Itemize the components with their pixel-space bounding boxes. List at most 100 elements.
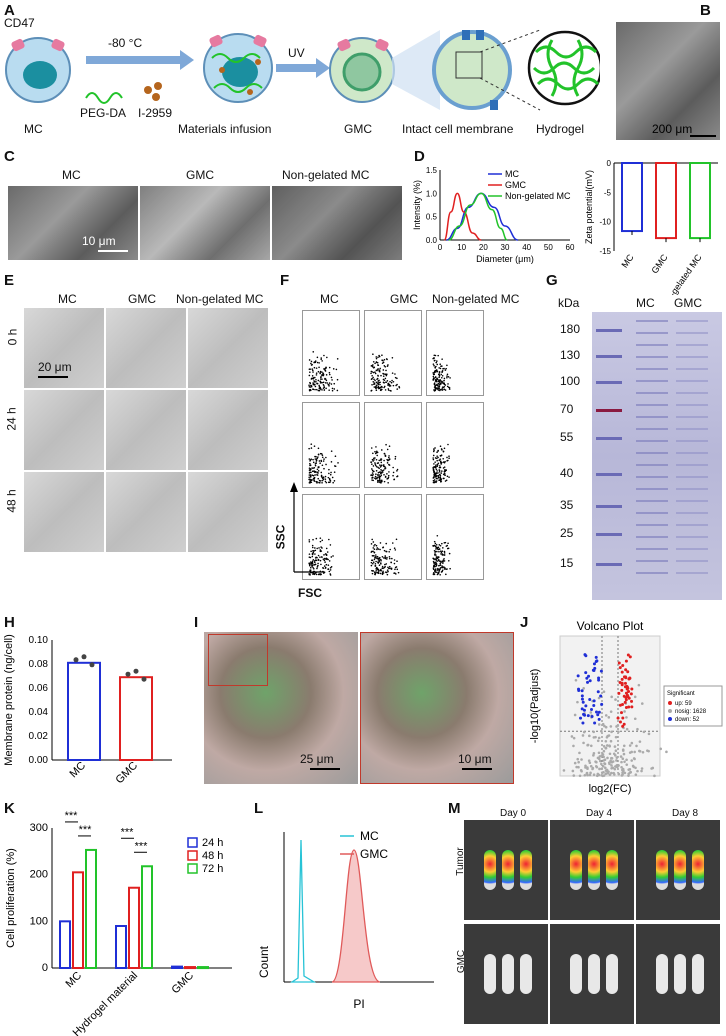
f-flow-plot	[426, 310, 484, 396]
d-legend-label: MC	[505, 169, 519, 179]
d-xtick: 10	[457, 243, 466, 252]
m-ivis-image	[550, 924, 634, 1024]
g-mc-band	[636, 320, 668, 322]
panel-c-label: C	[4, 148, 15, 165]
g-mc-band	[636, 416, 668, 418]
e-brightfield-image	[106, 472, 186, 552]
panel-a-label: A	[4, 2, 15, 19]
hydrogel-zoom	[527, 30, 600, 106]
g-gmc-band	[676, 344, 708, 346]
h-bar	[119, 676, 153, 762]
j-volcano-plot: Volcano Plot Significant up: 59 nosig: 1628…	[529, 619, 723, 795]
k-bar	[128, 886, 140, 969]
c-scale-label: 10 μm	[82, 234, 116, 248]
g-ladder-band	[596, 505, 622, 508]
g-ladder-band	[596, 329, 622, 332]
d-xtick: 40	[522, 243, 531, 252]
g-lane-gmc: GMC	[674, 296, 702, 310]
h-point	[141, 676, 147, 682]
m-row-tumor: Tumor	[454, 847, 466, 876]
k-legend-swatch	[187, 863, 198, 874]
m-mouse	[570, 954, 582, 994]
i-scale2-bar	[462, 768, 492, 770]
m-mouse	[588, 954, 600, 994]
m-mouse	[656, 954, 668, 994]
k-ytick: 100	[30, 915, 48, 927]
g-marker-label: 40	[560, 466, 574, 480]
m-mouse	[674, 850, 686, 890]
e-row-0h: 0 h	[5, 328, 20, 346]
i-scale2-label: 10 μm	[458, 752, 492, 766]
k-bar	[171, 965, 183, 970]
uv-label: UV	[288, 46, 305, 60]
f-flow-plot	[426, 402, 484, 488]
g-gmc-band	[676, 560, 708, 562]
d-size-distribution-chart: 0.0 0.5 1.0 1.5 0 10 20 30 40 50 60 MCGMCNon-gelate…	[412, 166, 575, 264]
e-col-mc: MC	[58, 292, 77, 306]
g-ladder-band	[596, 473, 622, 476]
g-ladder-band	[596, 563, 622, 566]
gmc-label: GMC	[344, 122, 372, 136]
f-col-mc: MC	[320, 292, 339, 306]
g-marker-label: 130	[560, 348, 581, 362]
zeta-bar	[621, 162, 643, 233]
i-zoom-image	[360, 632, 514, 784]
m-mouse	[520, 954, 532, 994]
g-gmc-band	[676, 464, 708, 466]
zeta-ytick: 0	[607, 159, 612, 168]
g-mc-band	[636, 464, 668, 466]
zeta-cat: MC	[619, 252, 636, 270]
m-row-gmc: GMC	[456, 949, 468, 974]
g-gmc-band	[676, 548, 708, 550]
g-mc-band	[636, 440, 668, 442]
g-mc-band	[636, 368, 668, 370]
panel-h-label: H	[4, 614, 15, 631]
m-mouse	[692, 954, 704, 994]
g-ladder-band	[596, 533, 622, 536]
d-xtick: 0	[438, 243, 443, 252]
e-scale-label: 20 μm	[38, 360, 72, 374]
k-bar	[85, 848, 97, 969]
j-xlabel: log2(FC)	[589, 783, 632, 795]
g-gmc-band	[676, 368, 708, 370]
i-zoom-box	[208, 634, 268, 686]
k-ytick: 200	[30, 869, 48, 881]
h-ytick: 0.08	[29, 659, 49, 670]
g-ladder-band	[596, 381, 622, 384]
j-legend-label: down: 52	[675, 717, 700, 723]
panel-f-label: F	[280, 272, 290, 289]
h-point	[81, 654, 87, 660]
g-gmc-band	[676, 500, 708, 502]
g-mc-band	[636, 488, 668, 490]
f-col-gmc: GMC	[390, 292, 418, 306]
k-bar	[72, 871, 84, 969]
e-col-nongel: Non-gelated MC	[176, 292, 264, 306]
e-row-48h: 48 h	[4, 489, 19, 513]
g-marker-label: 35	[560, 498, 574, 512]
panel-k-label: K	[4, 800, 15, 817]
g-mc-band	[636, 560, 668, 562]
g-gmc-band	[676, 332, 708, 334]
d-xtick: 50	[544, 243, 553, 252]
f-flow-plot	[302, 310, 360, 396]
k-bar	[197, 966, 209, 970]
panel-l-label: L	[254, 800, 264, 817]
pegda-label: PEG-DA	[80, 106, 127, 120]
e-brightfield-image	[188, 390, 268, 470]
h-point	[125, 671, 131, 677]
materials-infusion-label: Materials infusion	[178, 122, 272, 136]
d-series-1	[443, 192, 482, 241]
c-col-nongel: Non-gelated MC	[282, 168, 370, 182]
e-brightfield-image	[106, 308, 186, 388]
panel-g-label: G	[546, 272, 558, 289]
m-mouse	[606, 850, 618, 890]
mc-cell	[5, 37, 71, 103]
e-brightfield-image	[106, 390, 186, 470]
h-ytick: 0.10	[29, 635, 49, 646]
d-ytick: 1.0	[426, 189, 438, 198]
g-marker-label: 25	[560, 526, 574, 540]
mc-label: MC	[24, 122, 43, 136]
h-cat: MC	[68, 760, 89, 781]
k-sig-label: ***	[135, 840, 149, 852]
